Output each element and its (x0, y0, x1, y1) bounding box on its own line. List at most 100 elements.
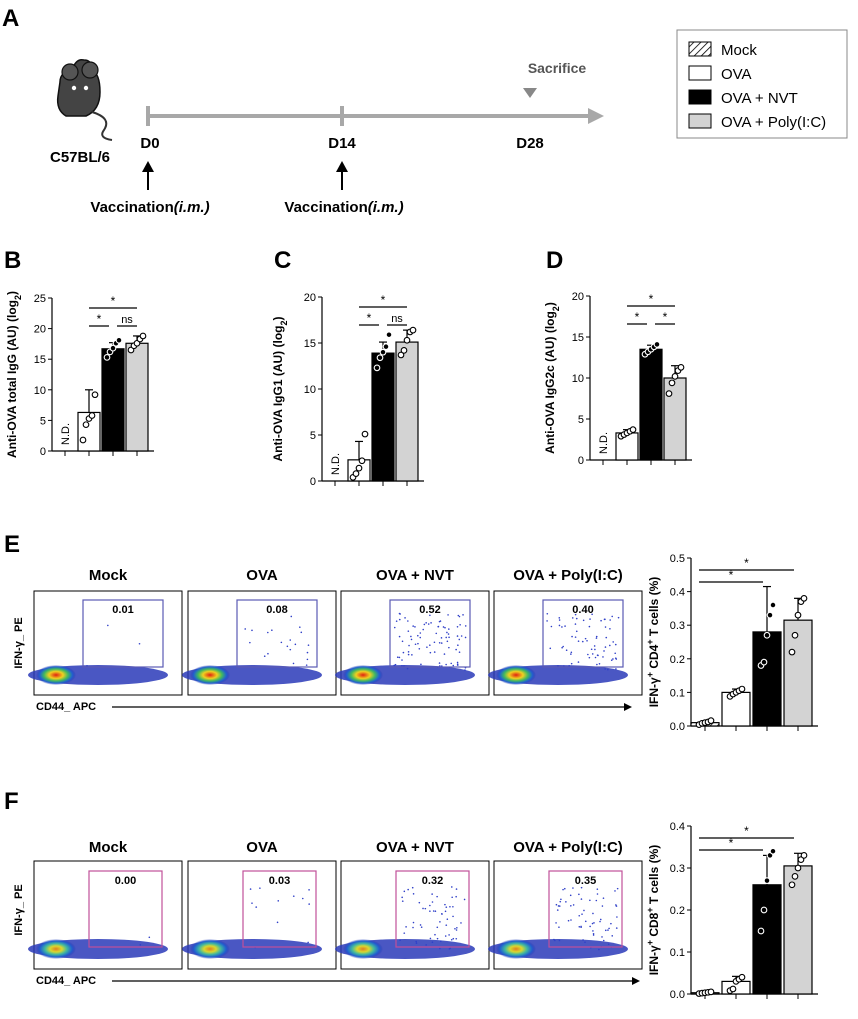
gate-percentage: 0.01 (112, 604, 133, 616)
y-axis-label-sup: + (645, 672, 655, 677)
y-axis-label-part: ) (543, 302, 557, 306)
event-dot (450, 886, 453, 888)
y-tick-label: 0.5 (670, 553, 685, 565)
event-dot (596, 893, 599, 895)
data-point (800, 594, 808, 602)
data-point (769, 847, 777, 855)
event-dot (398, 656, 401, 659)
event-dot (299, 626, 301, 628)
event-dot (401, 640, 404, 643)
event-dot (570, 904, 572, 907)
panel-label-d: D (546, 247, 563, 274)
event-dot (452, 664, 455, 667)
flow-plot: OVA + NVT 0.52 (335, 567, 490, 696)
event-dot (444, 903, 446, 906)
event-dot (615, 927, 618, 929)
event-dot (546, 620, 548, 622)
sacrifice-marker (523, 88, 537, 98)
event-dot (412, 926, 414, 929)
flow-cytometry-plots: Mock 0.01 OVA 0.08 OVA + NVT 0.52 OVA + Poly(I… (13, 567, 643, 987)
event-dot (575, 630, 578, 633)
event-dot (595, 637, 598, 639)
sacrifice-label: Sacrifice (528, 60, 587, 76)
event-dot (591, 613, 593, 616)
gate-percentage: 0.52 (419, 604, 440, 616)
event-dot (399, 939, 401, 941)
event-dot (408, 644, 410, 647)
event-dot (571, 635, 573, 638)
event-dot (464, 636, 467, 639)
event-dot (448, 628, 450, 630)
data-point (373, 364, 381, 372)
y-tick-label: 0 (40, 446, 46, 458)
flow-x-axis-label: CD44_ APC (36, 975, 96, 987)
event-dot (277, 900, 280, 902)
nd-label: N.D. (598, 432, 610, 454)
event-dot (418, 901, 421, 904)
event-dot (590, 648, 593, 651)
data-point (109, 344, 117, 352)
significance-label: * (367, 311, 372, 325)
flow-plot-title: Mock (89, 839, 128, 856)
event-dot (436, 926, 439, 929)
event-dot (305, 664, 308, 666)
panel-label-c: C (274, 247, 291, 274)
event-dot (415, 942, 418, 944)
y-tick-label: 10 (304, 384, 316, 396)
bar-ova-poly-i-c- (395, 341, 419, 482)
event-dot (584, 941, 586, 944)
significance-label: * (381, 293, 386, 307)
event-dot (598, 948, 600, 951)
event-dot (404, 617, 406, 619)
legend-label-polyic: OVA + Poly(I:C) (721, 114, 826, 131)
event-dot (612, 658, 614, 660)
gate (236, 599, 318, 668)
event-dot (578, 925, 581, 928)
event-dot (565, 901, 567, 903)
event-dot (443, 653, 446, 655)
event-dot (436, 937, 439, 940)
event-dot (455, 888, 458, 890)
chart-e: 0.00.10.20.30.40.5**IFN-γ+ CD4+ T cells … (645, 553, 818, 733)
event-dot (393, 664, 396, 667)
event-dot (596, 654, 599, 656)
y-axis-label-sub: 2 (13, 295, 23, 300)
event-dot (607, 943, 610, 946)
flow-plot: OVA 0.08 (182, 567, 337, 696)
event-dot (460, 635, 463, 637)
event-dot (439, 940, 442, 943)
event-dot (440, 637, 443, 639)
event-dot (414, 643, 417, 646)
data-point (668, 379, 676, 387)
event-dot (148, 936, 151, 939)
event-dot (603, 650, 605, 652)
cell-population-core (36, 665, 76, 685)
flow-y-axis-label: IFN-γ_ PE (13, 617, 25, 668)
y-axis-label-part: Anti-OVA IgG2c (AU) (log (543, 311, 557, 454)
timeline-arrowhead (588, 108, 604, 124)
event-dot (307, 644, 310, 646)
event-dot (439, 665, 441, 667)
gate (88, 870, 163, 948)
event-dot (596, 663, 598, 666)
y-tick-label: 15 (34, 354, 46, 366)
event-dot (427, 623, 430, 625)
y-tick-label: 0.4 (670, 821, 685, 833)
event-dot (460, 922, 462, 924)
data-point (629, 426, 637, 434)
event-dot (412, 893, 415, 895)
data-point (763, 631, 771, 639)
event-dot (455, 929, 458, 931)
event-dot (599, 918, 602, 921)
y-tick-label: 5 (578, 414, 584, 426)
y-tick-label: 20 (304, 292, 316, 304)
event-dot (444, 935, 447, 937)
data-point (788, 881, 796, 889)
y-tick-label: 0.1 (670, 687, 685, 699)
y-tick-label: 20 (572, 291, 584, 303)
event-dot (604, 668, 606, 670)
event-dot (594, 656, 597, 659)
event-dot (615, 668, 617, 670)
event-dot (422, 907, 424, 910)
